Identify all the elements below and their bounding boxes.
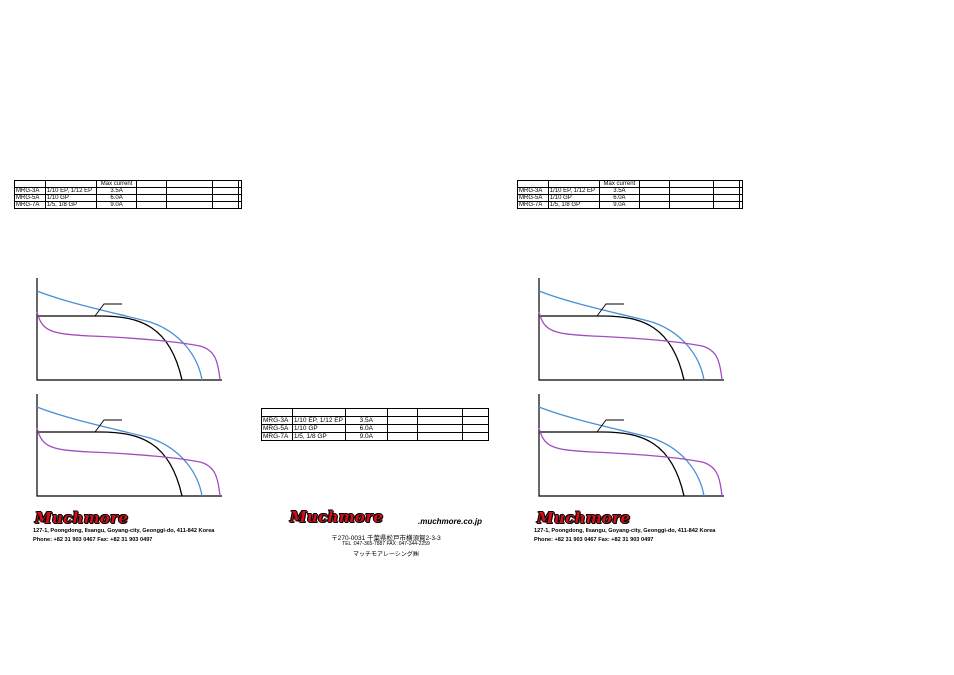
model-cell: MRG-5A xyxy=(517,194,549,202)
model-cell: MRG-3A xyxy=(261,416,293,425)
scale-cell: 1/10 GP xyxy=(547,194,600,202)
table-header-row: Max current xyxy=(14,180,242,188)
graph-axes xyxy=(36,394,222,497)
curve-graph-top-right xyxy=(538,278,724,381)
model-cell: MRG-5A xyxy=(14,194,46,202)
korea-phone: Phone: +82 31 903 0467 Fax: +82 31 903 0… xyxy=(534,537,654,543)
table-row: MRG-3A 1/10 EP, 1/12 EP 3.5A xyxy=(14,187,242,195)
black-curve xyxy=(37,431,183,497)
spec-table-left: Max current MRG-3A 1/10 EP, 1/12 EP 3.5A… xyxy=(14,180,242,209)
korea-address: 127-1, Poongdong, Ilsangu, Goyang-city, … xyxy=(534,528,716,534)
graph-axes xyxy=(36,278,222,381)
current-cell: 9.0A xyxy=(598,201,641,209)
spec-table-center: MRG-3A 1/10 EP, 1/12 EP 3.5A MRG-5A 1/10… xyxy=(261,408,490,441)
purple-curve xyxy=(538,311,723,381)
scale-cell: 1/10 GP xyxy=(44,194,97,202)
scale-cell: 1/10 EP, 1/12 EP xyxy=(44,187,97,195)
curve-graph-bottom-right xyxy=(538,394,724,497)
current-cell: 9.0A xyxy=(344,432,388,441)
current-cell: 6.0A xyxy=(344,424,388,433)
muchmore-logo: Muchmore xyxy=(537,509,631,527)
black-curve xyxy=(539,315,685,381)
purple-curve xyxy=(36,311,221,381)
website-url: .muchmore.co.jp xyxy=(418,517,483,526)
black-curve xyxy=(37,315,183,381)
table-header-row xyxy=(261,408,490,417)
scale-cell: 1/10 EP, 1/12 EP xyxy=(291,416,346,425)
model-cell: MRG-7A xyxy=(14,201,46,209)
graph-axes xyxy=(538,278,724,381)
blue-curve xyxy=(538,290,705,381)
table-row: MRG-5A 1/10 GP 6.0A xyxy=(517,194,743,202)
current-cell: 3.5A xyxy=(598,187,641,195)
model-cell: MRG-7A xyxy=(517,201,549,209)
blue-curve xyxy=(538,406,705,497)
scale-cell: 1/10 GP xyxy=(291,424,346,433)
muchmore-logo: Muchmore xyxy=(35,509,129,527)
current-cell: 9.0A xyxy=(95,201,138,209)
jp-tel-fax: TEL :047-365-7887 FAX :047-344-2259 xyxy=(342,541,430,547)
blue-curve xyxy=(36,406,203,497)
jp-company-name: マッチモアレーシング㈱ xyxy=(353,552,419,558)
black-curve xyxy=(539,431,685,497)
graph-axes xyxy=(538,394,724,497)
model-cell: MRG-5A xyxy=(261,424,293,433)
callout-line xyxy=(94,419,122,433)
purple-curve xyxy=(36,427,221,497)
header-max-current: Max current xyxy=(95,180,138,188)
spec-table-right: Max current MRG-3A 1/10 EP, 1/12 EP 3.5A… xyxy=(517,180,743,209)
scale-cell: 1/5, 1/8 GP xyxy=(291,432,346,441)
current-cell: 3.5A xyxy=(344,416,388,425)
model-cell: MRG-3A xyxy=(517,187,549,195)
scale-cell: 1/10 EP, 1/12 EP xyxy=(547,187,600,195)
scale-cell: 1/5, 1/8 GP xyxy=(44,201,97,209)
callout-line xyxy=(596,419,624,433)
model-cell: MRG-7A xyxy=(261,432,293,441)
purple-curve xyxy=(538,427,723,497)
table-row: MRG-7A 1/5, 1/8 GP 9.0A xyxy=(517,201,743,209)
korea-address: 127-1, Poongdong, Ilsangu, Goyang-city, … xyxy=(33,528,215,534)
model-cell: MRG-3A xyxy=(14,187,46,195)
current-cell: 6.0A xyxy=(598,194,641,202)
table-row: MRG-3A 1/10 EP, 1/12 EP 3.5A xyxy=(517,187,743,195)
muchmore-logo: Muchmore xyxy=(290,508,384,526)
table-row: MRG-7A 1/5, 1/8 GP 9.0A xyxy=(14,201,242,209)
scale-cell: 1/5, 1/8 GP xyxy=(547,201,600,209)
blue-curve xyxy=(36,290,203,381)
callout-line xyxy=(596,303,624,317)
table-row: MRG-5A 1/10 GP 6.0A xyxy=(261,424,490,433)
header-max-current: Max current xyxy=(598,180,641,188)
current-cell: 6.0A xyxy=(95,194,138,202)
korea-phone: Phone: +82 31 903 0467 Fax: +82 31 903 0… xyxy=(33,537,153,543)
table-row: MRG-5A 1/10 GP 6.0A xyxy=(14,194,242,202)
callout-line xyxy=(94,303,122,317)
current-cell: 3.5A xyxy=(95,187,138,195)
curve-graph-bottom-left xyxy=(36,394,222,497)
table-row: MRG-7A 1/5, 1/8 GP 9.0A xyxy=(261,432,490,441)
jp-postal-address: 〒270-0031 千葉県松戸市横須賀2-3-3 xyxy=(331,535,441,542)
table-row: MRG-3A 1/10 EP, 1/12 EP 3.5A xyxy=(261,416,490,425)
table-header-row: Max current xyxy=(517,180,743,188)
curve-graph-top-left xyxy=(36,278,222,381)
